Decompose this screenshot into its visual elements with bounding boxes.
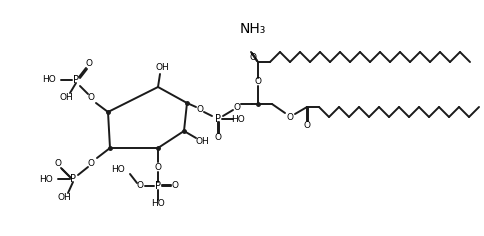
Text: P: P	[155, 181, 161, 191]
Text: O: O	[87, 93, 94, 102]
Text: HO: HO	[231, 114, 244, 123]
Text: O: O	[171, 181, 178, 190]
Text: P: P	[70, 174, 76, 184]
Text: HO: HO	[39, 174, 53, 184]
Text: O: O	[233, 102, 240, 111]
Text: O: O	[214, 132, 221, 142]
Text: HO: HO	[151, 199, 165, 208]
Text: NH₃: NH₃	[239, 22, 266, 36]
Text: OH: OH	[155, 63, 168, 72]
Text: P: P	[214, 114, 221, 124]
Text: OH: OH	[57, 193, 71, 202]
Text: OH: OH	[195, 138, 209, 147]
Text: OH: OH	[59, 93, 73, 101]
Text: O: O	[254, 77, 261, 87]
Text: P: P	[73, 75, 79, 85]
Text: O: O	[196, 105, 203, 114]
Text: O: O	[54, 160, 61, 169]
Text: O: O	[286, 113, 293, 122]
Text: HO: HO	[111, 165, 125, 174]
Text: O: O	[87, 159, 94, 168]
Text: HO: HO	[42, 76, 56, 84]
Text: O: O	[154, 163, 161, 172]
Text: O: O	[136, 181, 143, 190]
Text: O: O	[303, 121, 310, 130]
Text: O: O	[249, 52, 256, 62]
Text: O: O	[85, 59, 92, 67]
